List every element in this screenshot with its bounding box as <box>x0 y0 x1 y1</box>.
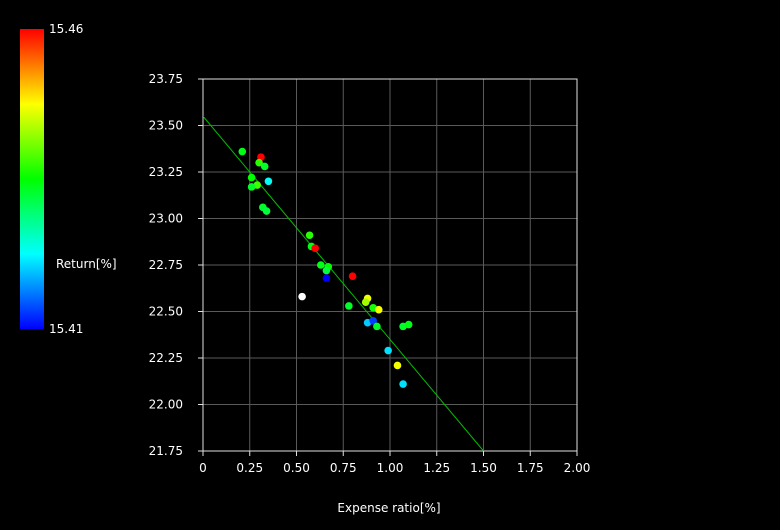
colorbar <box>20 29 44 329</box>
data-point <box>311 244 320 253</box>
data-point <box>298 292 306 301</box>
data-point <box>305 231 314 240</box>
data-point <box>404 320 413 329</box>
y-tick-label: 22.25 <box>149 351 183 365</box>
y-tick-label: 23.00 <box>149 212 183 226</box>
x-tick-label: 0.25 <box>236 461 263 475</box>
data-point <box>247 173 256 182</box>
data-point <box>373 322 381 331</box>
data-point <box>348 272 357 280</box>
data-point <box>262 207 271 215</box>
x-tick-label: 0.75 <box>330 461 357 475</box>
trend-line <box>203 115 484 451</box>
data-points <box>238 147 413 388</box>
data-point <box>374 305 383 314</box>
y-tick-label: 22.75 <box>149 258 183 272</box>
data-point <box>247 183 256 191</box>
data-point <box>255 158 263 167</box>
x-axis-label: Expense ratio[%] <box>337 501 440 515</box>
y-tick-label: 22.00 <box>149 398 183 412</box>
data-point <box>384 346 392 355</box>
colorbar-min-label: 15.41 <box>49 322 83 336</box>
data-point <box>361 298 370 307</box>
data-point <box>322 274 331 282</box>
x-tick-label: 1.00 <box>377 461 404 475</box>
x-tick-label: 2.00 <box>564 461 591 475</box>
data-point <box>393 361 402 370</box>
y-tick-label: 22.50 <box>149 305 183 319</box>
data-point <box>369 317 377 325</box>
x-axis: 0 0.25 0.50 0.75 1.00 1.25 1.50 1.75 2.00 <box>199 451 590 475</box>
y-tick-label: 23.50 <box>149 119 183 133</box>
x-tick-label: 1.25 <box>423 461 450 475</box>
regression-line <box>203 115 484 451</box>
data-point <box>345 302 353 310</box>
data-point <box>399 380 407 388</box>
x-tick-label: 1.75 <box>517 461 544 475</box>
x-tick-label: 0 <box>199 461 207 475</box>
data-point <box>264 177 273 186</box>
x-tick-label: 0.50 <box>283 461 310 475</box>
data-point <box>260 162 269 171</box>
y-tick-label: 21.75 <box>149 444 183 458</box>
colorbar-title: Return[%] <box>56 257 117 271</box>
data-point <box>322 266 331 275</box>
colorbar-max-label: 15.46 <box>49 22 83 36</box>
data-point <box>238 147 247 156</box>
data-point <box>317 261 325 269</box>
y-tick-label: 23.25 <box>149 165 183 179</box>
grid <box>202 78 578 452</box>
x-tick-label: 1.50 <box>470 461 497 475</box>
y-axis: 21.75 22.00 22.25 22.50 22.75 23.00 23.25 23.50… <box>149 72 203 458</box>
y-tick-label: 23.75 <box>149 72 183 86</box>
